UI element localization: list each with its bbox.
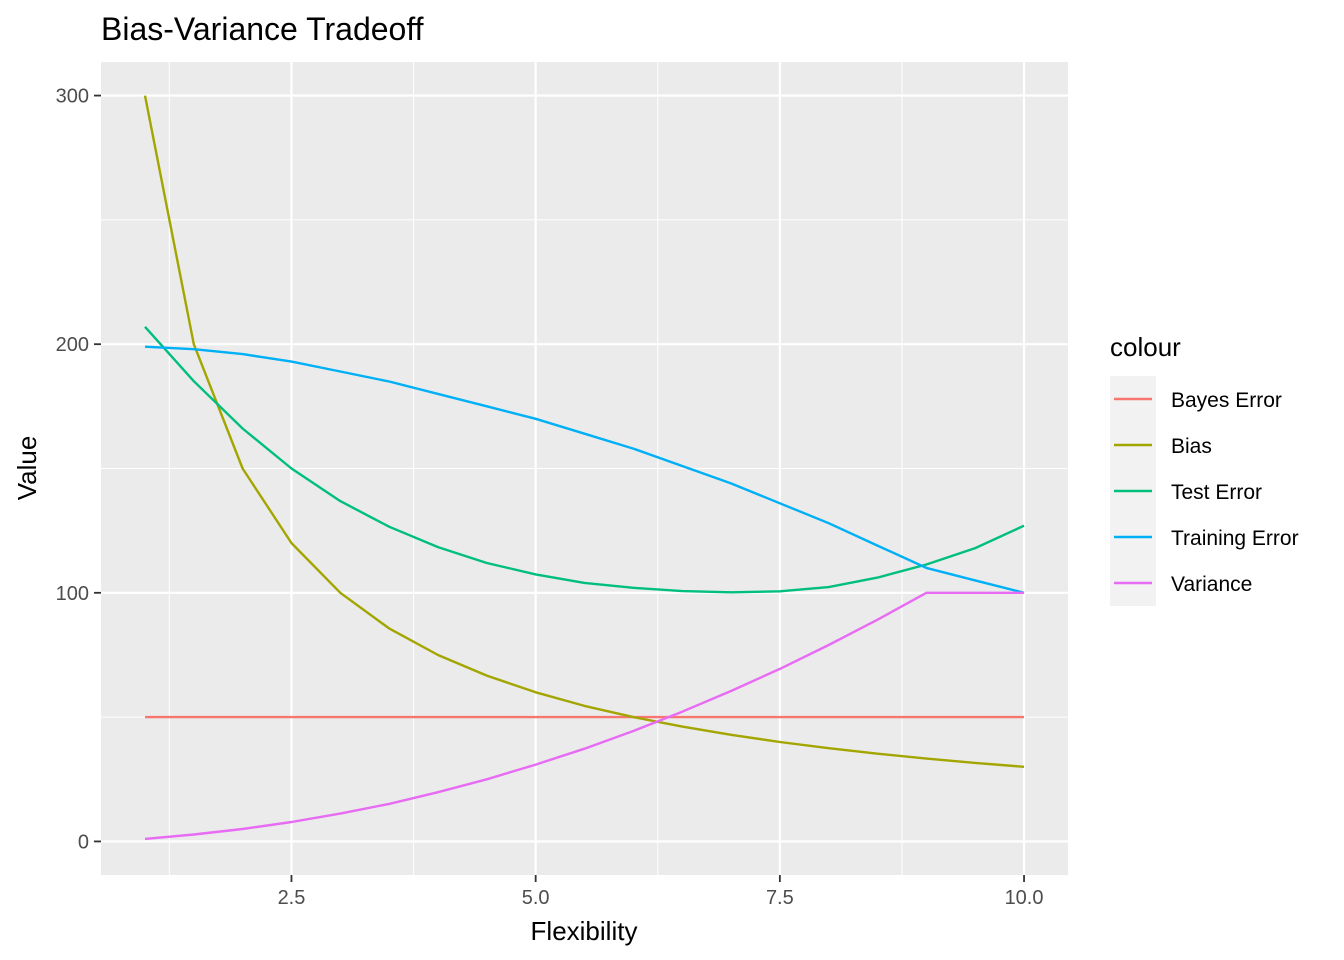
legend-label: Bayes Error	[1171, 389, 1282, 412]
y-axis-title: Value	[12, 436, 42, 501]
x-axis: 2.5 5.0 7.5 10.0	[278, 875, 1044, 909]
x-tick-label: 2.5	[278, 887, 306, 909]
x-tick-label: 10.0	[1005, 887, 1044, 909]
y-tick-label: 300	[56, 86, 89, 108]
series-line-bias	[143, 95, 1025, 768]
legend-label: Bias	[1171, 435, 1212, 458]
legend-label: Training Error	[1171, 527, 1299, 550]
series-line-variance	[144, 591, 1024, 841]
x-axis-title: Flexibility	[531, 916, 638, 946]
legend-items: Bayes Error Bias Test Error Training Error V…	[1114, 389, 1299, 596]
y-tick-label: 100	[56, 583, 89, 605]
y-tick-label: 0	[78, 831, 89, 853]
y-tick-label: 200	[56, 334, 89, 356]
x-tick-label: 5.0	[522, 887, 550, 909]
legend-label: Test Error	[1171, 481, 1262, 504]
legend-title: colour	[1110, 332, 1181, 362]
grid-minor	[101, 62, 1068, 875]
legend-label: Variance	[1171, 573, 1252, 596]
x-tick-label: 7.5	[766, 887, 794, 909]
grid-major	[101, 62, 1068, 875]
series-line-training-error	[144, 345, 1025, 594]
legend: colour Bayes Error Bias Test Error Training…	[1110, 332, 1299, 606]
series-line-test-error	[144, 325, 1025, 594]
y-axis: 0 100 200 300	[56, 86, 101, 853]
series-lines	[143, 95, 1025, 841]
chart-title: Bias-Variance Tradeoff	[101, 11, 424, 47]
